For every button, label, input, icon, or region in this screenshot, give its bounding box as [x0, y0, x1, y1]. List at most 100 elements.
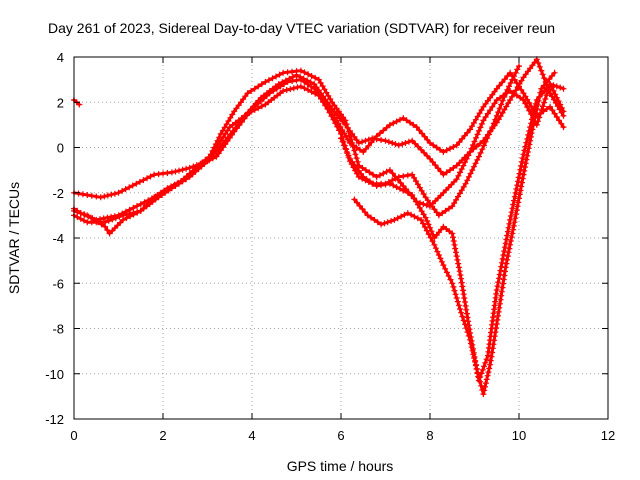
- data-point: [400, 115, 407, 122]
- data-point: [297, 83, 304, 90]
- data-point: [227, 131, 234, 138]
- data-point: [419, 130, 425, 137]
- data-point: [312, 90, 319, 97]
- data-point: [455, 193, 461, 200]
- data-point: [457, 169, 463, 176]
- data-point: [512, 69, 519, 76]
- data-point: [286, 75, 293, 82]
- data-point: [111, 225, 118, 231]
- data-point: [486, 365, 493, 372]
- data-point: [507, 213, 514, 219]
- data-point: [434, 248, 441, 255]
- data-point: [455, 264, 462, 271]
- data-point: [400, 173, 407, 180]
- data-point: [470, 345, 476, 352]
- data-point: [410, 121, 417, 128]
- data-point: [458, 309, 465, 316]
- x-tick-label: 6: [337, 428, 344, 443]
- data-point: [93, 193, 100, 200]
- data-point: [223, 121, 230, 128]
- data-point: [445, 273, 452, 279]
- x-tick-label: 8: [426, 428, 433, 443]
- data-point: [513, 186, 520, 192]
- data-point: [255, 83, 262, 90]
- data-point: [368, 139, 375, 146]
- data-point: [533, 97, 540, 103]
- data-point: [213, 153, 220, 160]
- data-point: [108, 191, 115, 198]
- data-point: [477, 374, 484, 380]
- data-point: [560, 124, 567, 131]
- data-point: [420, 211, 427, 218]
- data-point: [528, 103, 535, 110]
- data-point: [402, 140, 409, 146]
- data-point: [136, 178, 143, 185]
- data-point: [362, 137, 369, 144]
- data-point: [514, 203, 521, 210]
- data-point: [455, 302, 462, 309]
- data-point: [451, 287, 458, 294]
- data-point: [359, 138, 366, 145]
- data-point: [220, 134, 227, 141]
- data-point: [517, 166, 524, 173]
- data-point: [515, 174, 522, 181]
- data-point: [437, 168, 444, 175]
- data-point: [398, 213, 405, 220]
- data-point: [322, 101, 329, 108]
- data-point: [482, 114, 489, 120]
- data-point: [437, 192, 444, 199]
- data-point: [511, 219, 518, 226]
- data-point: [527, 124, 534, 131]
- data-point: [558, 104, 565, 111]
- data-point: [487, 107, 494, 114]
- data-point: [463, 306, 470, 313]
- data-point: [462, 159, 468, 166]
- data-point: [518, 86, 525, 93]
- data-point: [502, 264, 509, 271]
- data-point: [443, 187, 449, 193]
- data-point: [442, 265, 449, 272]
- data-point: [524, 149, 531, 155]
- data-point: [443, 269, 450, 276]
- data-point: [516, 195, 522, 202]
- data-point: [528, 120, 535, 127]
- data-point: [477, 124, 484, 131]
- data-point: [495, 312, 501, 319]
- data-point: [463, 155, 470, 162]
- data-point: [531, 104, 538, 111]
- data-point: [386, 121, 393, 128]
- data-point: [403, 117, 410, 124]
- data-point: [489, 103, 496, 110]
- data-point: [370, 171, 376, 178]
- data-point: [513, 80, 520, 86]
- data-point: [397, 179, 404, 186]
- data-point: [311, 81, 318, 88]
- data-point: [487, 128, 494, 135]
- data-point: [549, 93, 556, 100]
- data-point: [495, 109, 502, 116]
- data-point: [244, 110, 251, 117]
- data-point: [556, 117, 562, 124]
- data-point: [449, 203, 456, 210]
- data-point: [289, 73, 296, 80]
- data-point: [262, 78, 269, 85]
- data-point: [435, 252, 442, 258]
- data-point: [447, 167, 453, 174]
- data-point: [368, 214, 374, 221]
- data-point: [393, 184, 400, 191]
- data-point: [483, 376, 490, 383]
- data-point: [305, 71, 312, 78]
- data-point: [457, 272, 464, 278]
- data-point: [450, 238, 457, 244]
- data-point: [518, 162, 525, 169]
- data-point: [337, 123, 344, 130]
- data-point: [97, 194, 104, 201]
- data-point: [477, 140, 484, 147]
- data-point: [354, 199, 360, 206]
- data-point: [557, 101, 564, 108]
- data-point: [229, 111, 236, 118]
- data-point: [227, 114, 234, 121]
- data-point: [211, 147, 218, 154]
